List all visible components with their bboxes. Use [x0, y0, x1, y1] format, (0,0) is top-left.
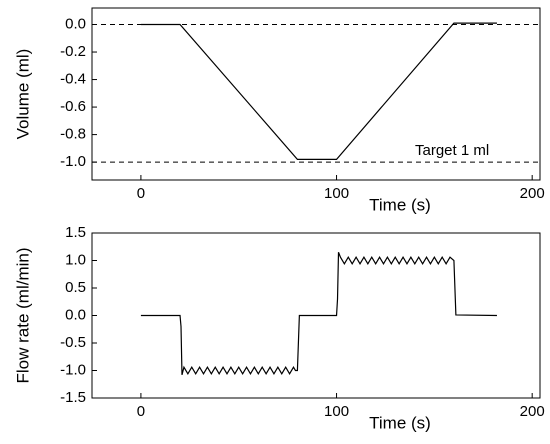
y-tick-label: -0.4	[60, 71, 86, 88]
y-tick-label: -0.6	[60, 98, 86, 115]
x-tick-label: 100	[324, 403, 349, 420]
y-tick-label: -1.5	[60, 389, 86, 406]
x-tick-label: 200	[520, 185, 545, 202]
y-tick-label: -1.0	[60, 153, 86, 170]
y-tick-label: -0.8	[60, 126, 86, 143]
x-axis-label: Time (s)	[369, 413, 431, 432]
plot-frame	[91, 7, 541, 181]
y-tick-label: -0.2	[60, 43, 86, 60]
y-tick-label: 1.5	[65, 224, 86, 241]
y-tick-label: 0.5	[65, 279, 86, 296]
y-tick-label: 0.0	[65, 15, 86, 32]
x-tick-label: 200	[520, 403, 545, 420]
data-line	[140, 22, 497, 160]
x-tick-label: 0	[137, 185, 145, 202]
y-tick-label: -0.5	[60, 334, 86, 351]
x-tick-label: 100	[324, 185, 349, 202]
annotation: Target 1 ml	[415, 142, 489, 159]
y-tick-label: 0.0	[65, 306, 86, 323]
y-axis-label: Flow rate (ml/min)	[13, 247, 32, 383]
y-tick-label: 1.0	[65, 251, 86, 268]
data-line	[140, 252, 497, 376]
y-axis-label: Volume (ml)	[13, 49, 32, 140]
x-tick-label: 0	[137, 403, 145, 420]
y-tick-label: -1.0	[60, 361, 86, 378]
x-axis-label: Time (s)	[369, 195, 431, 214]
